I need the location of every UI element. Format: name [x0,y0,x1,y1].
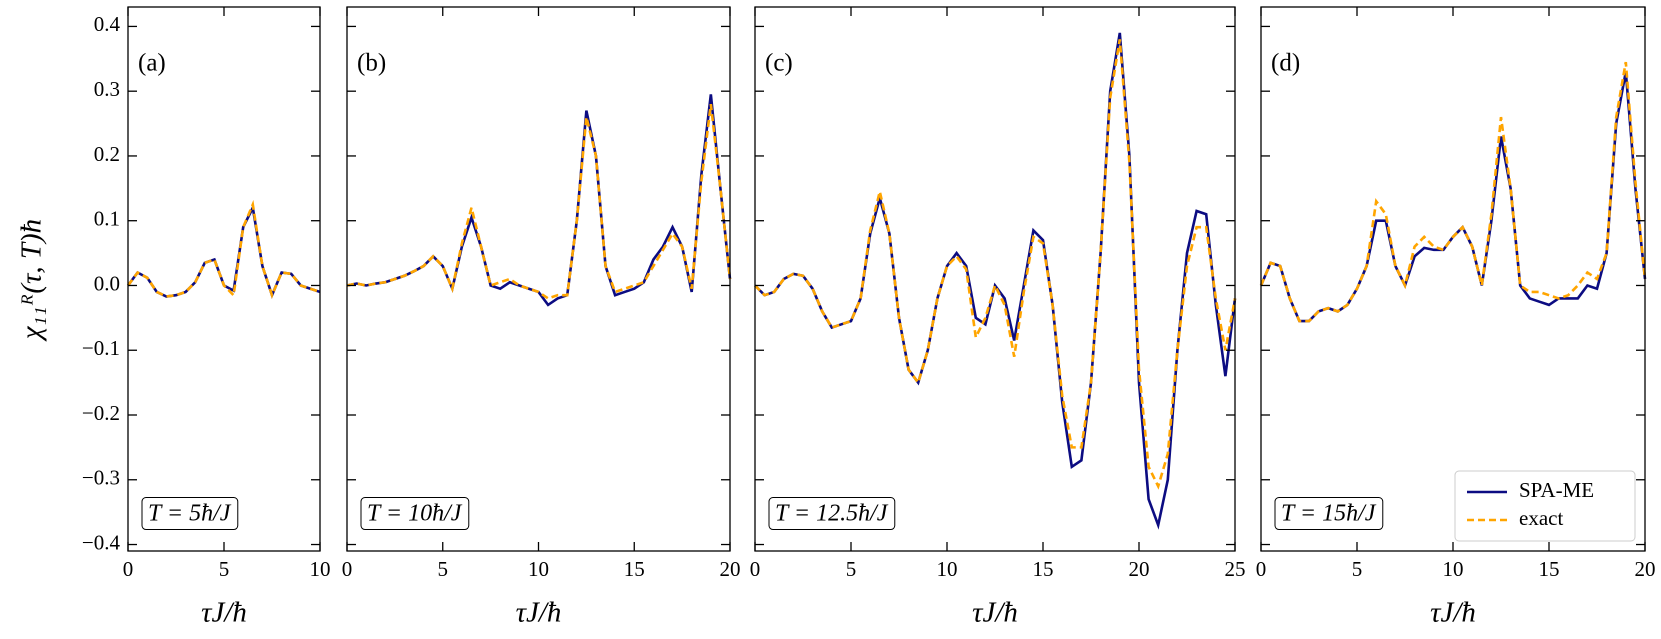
x-axis-label: τJ/ħ [1430,597,1476,629]
panel-label: (b) [357,50,386,77]
axes-frame [1260,6,1646,552]
x-tick-label: 0 [750,557,761,581]
x-tick-label: 5 [219,557,230,581]
x-tick-label: 20 [720,557,741,581]
series-line [754,32,1237,530]
series-line [1259,61,1647,323]
annotation: T = 15ħ/J [1281,501,1377,527]
annotation: T = 10ħ/J [367,501,463,527]
x-tick-label: 0 [342,557,353,581]
x-tick-label: 15 [1033,557,1054,581]
x-tick-label: 10 [528,557,549,581]
y-tick-label: −0.2 [82,401,120,425]
series-line [346,103,732,300]
annotation-box [768,497,896,531]
axes-frame [346,6,731,552]
y-tick-label: −0.3 [82,466,120,490]
panel-label: (d) [1271,50,1300,77]
x-tick-label: 10 [937,557,958,581]
x-tick-label: 5 [438,557,449,581]
x-tick-label: 10 [310,557,331,581]
annotation-box [360,497,470,531]
x-tick-label: 15 [624,557,645,581]
y-tick-label: 0.3 [94,77,120,101]
series-line [126,199,321,299]
x-tick-label: 0 [123,557,134,581]
x-axis-label: τJ/ħ [516,597,562,629]
legend-label: exact [1519,506,1563,530]
axes-frame [754,6,1236,552]
x-tick-label: 10 [1443,557,1464,581]
annotation-box [1274,497,1384,531]
x-tick-label: 5 [846,557,857,581]
x-tick-label: 5 [1352,557,1363,581]
y-tick-label: −0.4 [82,530,121,554]
axes-frame [127,6,321,552]
panel-label: (a) [138,50,166,77]
x-tick-label: 15 [1539,557,1560,581]
y-tick-label: 0.4 [94,12,121,36]
annotation: T = 5ħ/J [148,501,232,527]
x-tick-label: 20 [1129,557,1150,581]
y-tick-label: 0.1 [94,207,120,231]
y-axis-label: χ₁₁ᴿ(τ, T)ħ [16,219,48,342]
x-tick-label: 0 [1256,557,1267,581]
x-tick-label: 20 [1635,557,1656,581]
y-tick-label: 0.0 [94,271,120,295]
y-tick-label: −0.1 [82,336,120,360]
panel-label: (c) [765,50,793,77]
annotation: T = 12.5ħ/J [775,501,889,527]
legend-box [1454,470,1636,542]
series-line [754,39,1237,490]
series-line [1259,71,1647,323]
x-axis-label: τJ/ħ [972,597,1018,629]
annotation-box [141,497,239,531]
x-tick-label: 25 [1225,557,1246,581]
y-tick-label: 0.2 [94,142,120,166]
legend-label: SPA-ME [1519,478,1594,502]
x-axis-label: τJ/ħ [201,597,247,629]
series-line [346,94,732,307]
